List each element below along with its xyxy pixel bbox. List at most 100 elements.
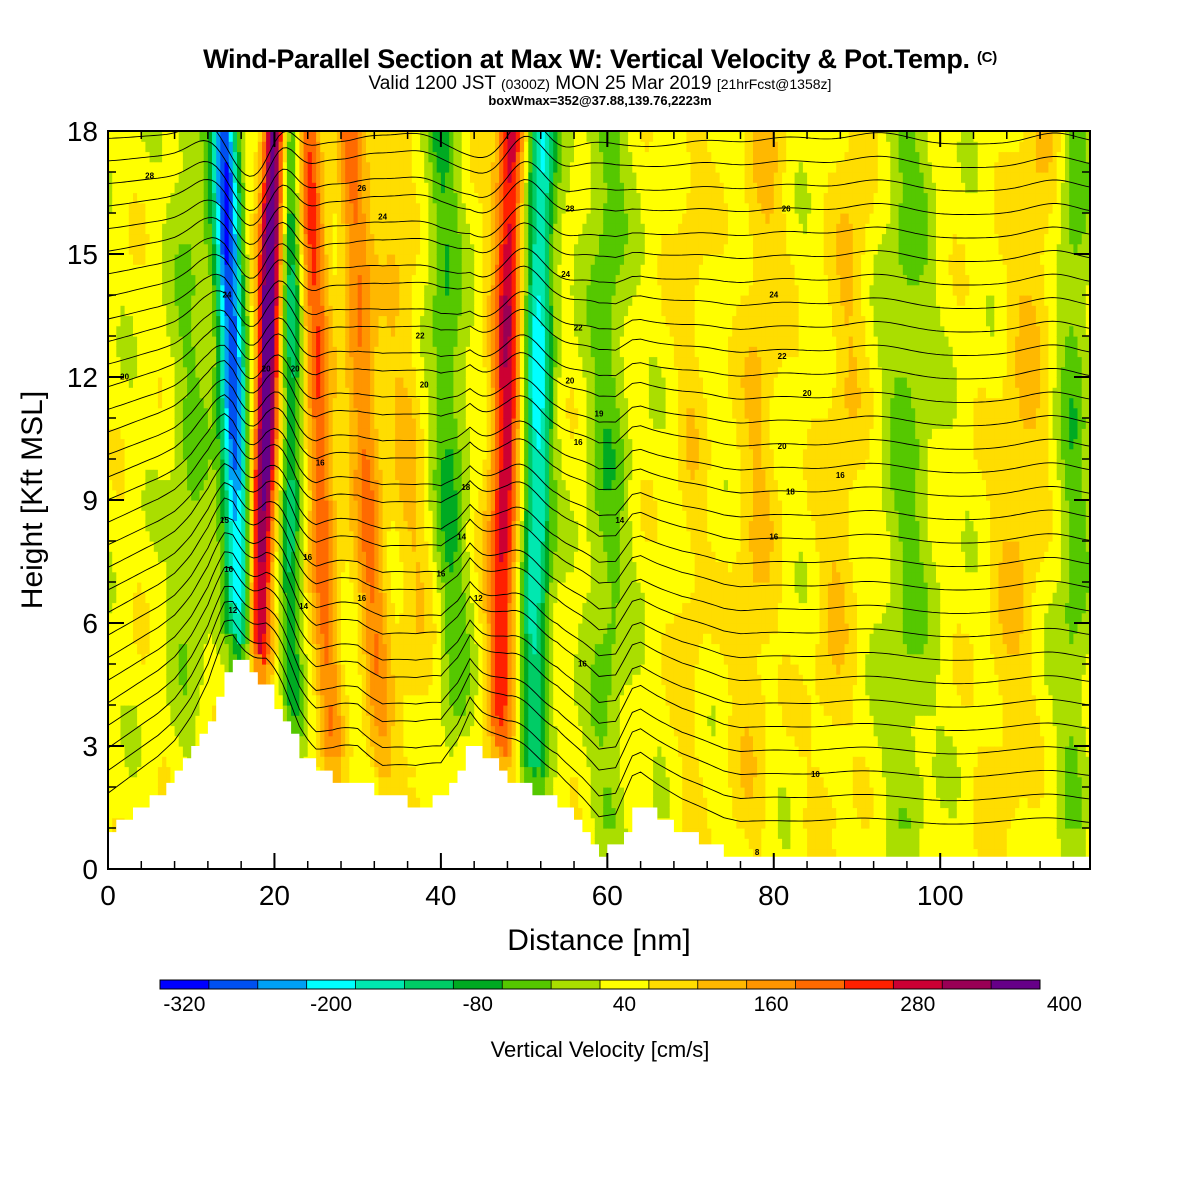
field-cell [395, 623, 400, 634]
field-cell [349, 316, 354, 327]
field-cell [324, 377, 329, 388]
field-cell [121, 490, 126, 501]
field-cell [387, 182, 392, 193]
field-cell [308, 172, 313, 183]
field-cell [358, 531, 363, 542]
field-cell [187, 582, 192, 593]
field-cell [254, 572, 259, 583]
field-cell [320, 541, 325, 552]
field-cell [250, 203, 255, 214]
field-cell [250, 521, 255, 532]
field-cell [274, 459, 279, 470]
field-cell [333, 172, 338, 183]
field-cell [254, 346, 259, 357]
field-cell [245, 562, 250, 573]
field-cell [283, 316, 288, 327]
field-cell [154, 613, 159, 624]
field-cell [279, 223, 284, 234]
field-cell [299, 398, 304, 409]
field-cell [137, 141, 142, 152]
field-cell [175, 510, 180, 521]
field-cell [137, 326, 142, 337]
field-cell [324, 480, 329, 491]
field-cell [204, 377, 209, 388]
field-cell [299, 715, 304, 726]
field-cell [166, 705, 171, 716]
field-cell [370, 644, 375, 655]
field-cell [133, 797, 138, 808]
field-cell [387, 562, 392, 573]
field-cell [358, 141, 363, 152]
field-cell [316, 387, 321, 398]
field-cell [304, 490, 309, 501]
field-cell [387, 592, 392, 603]
field-cell [354, 316, 359, 327]
field-cell [341, 654, 346, 665]
field-cell [308, 141, 313, 152]
field-cell [270, 490, 275, 501]
field-cell [150, 418, 155, 429]
field-cell [370, 234, 375, 245]
field-cell [354, 480, 359, 491]
field-cell [191, 664, 196, 675]
field-cell [308, 408, 313, 419]
field-cell [324, 644, 329, 655]
field-cell [175, 305, 180, 316]
field-cell [116, 767, 121, 778]
field-cell [358, 398, 363, 409]
field-cell [299, 459, 304, 470]
field-cell [391, 418, 396, 429]
field-cell [129, 234, 134, 245]
field-cell [366, 387, 371, 398]
field-cell [166, 480, 171, 491]
field-cell [345, 172, 350, 183]
field-cell [116, 797, 121, 808]
field-cell [383, 582, 388, 593]
field-cell [312, 346, 317, 357]
field-cell [362, 613, 367, 624]
field-cell [191, 459, 196, 470]
field-cell [316, 377, 321, 388]
field-cell [200, 141, 205, 152]
field-cell [137, 664, 142, 675]
field-cell [154, 695, 159, 706]
field-cell [383, 644, 388, 655]
field-cell [141, 182, 146, 193]
field-cell [179, 490, 184, 501]
field-cell [129, 674, 134, 685]
field-cell [299, 203, 304, 214]
field-cell [154, 223, 159, 234]
field-cell [145, 562, 150, 573]
field-cell [354, 500, 359, 511]
field-cell [345, 398, 350, 409]
field-cell [354, 162, 359, 173]
field-cell [362, 541, 367, 552]
field-cell [250, 398, 255, 409]
field-cell [212, 551, 217, 562]
field-cell [329, 264, 334, 275]
field-cell [220, 674, 225, 685]
field-cell [241, 357, 246, 368]
field-cell [345, 305, 350, 316]
field-cell [266, 633, 271, 644]
field-cell [345, 521, 350, 532]
field-cell [112, 244, 117, 255]
field-cell [329, 459, 334, 470]
field-cell [195, 193, 200, 204]
field-cell [112, 664, 117, 675]
field-cell [204, 357, 209, 368]
field-cell [141, 398, 146, 409]
field-cell [354, 551, 359, 562]
field-cell [391, 357, 396, 368]
field-cell [312, 152, 317, 163]
field-cell [137, 377, 142, 388]
field-cell [187, 644, 192, 655]
field-cell [112, 480, 117, 491]
field-cell [391, 582, 396, 593]
field-cell [337, 480, 342, 491]
field-cell [250, 531, 255, 542]
field-cell [116, 428, 121, 439]
field-cell [266, 490, 271, 501]
field-cell [191, 172, 196, 183]
field-cell [187, 213, 192, 224]
